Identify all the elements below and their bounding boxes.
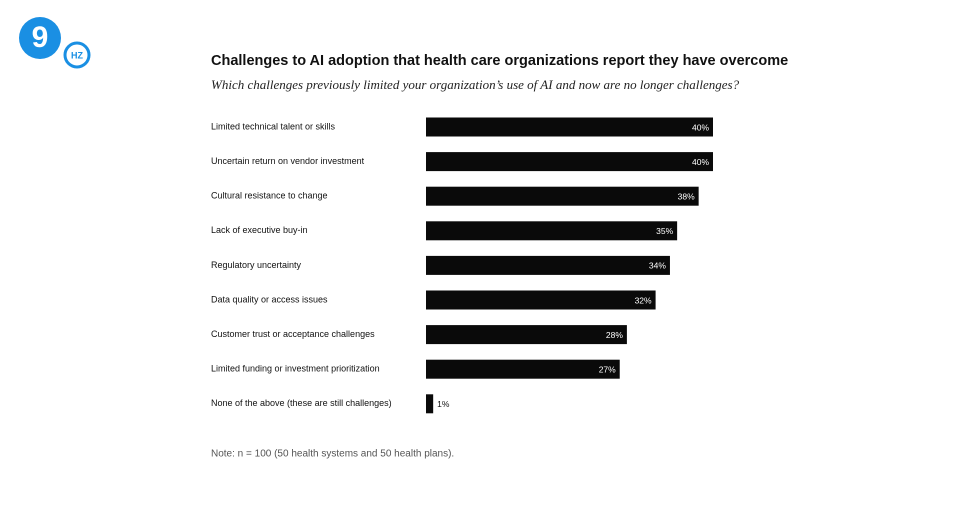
chart-title: Challenges to AI adoption that health ca… xyxy=(211,53,788,69)
logo-badge xyxy=(63,41,91,69)
category-label: Customer trust or acceptance challenges xyxy=(211,329,375,339)
bar xyxy=(426,186,699,206)
chart-subtitle: Which challenges previously limited your… xyxy=(211,77,740,92)
value-label: 27% xyxy=(599,364,616,374)
bar xyxy=(426,325,627,345)
category-label: None of the above (these are still chall… xyxy=(211,398,392,408)
value-label: 28% xyxy=(606,330,623,340)
category-label: Limited technical talent or skills xyxy=(211,121,336,131)
logo: 9 HZ xyxy=(19,17,91,69)
value-label: 35% xyxy=(656,226,673,236)
category-label: Limited funding or investment prioritiza… xyxy=(211,364,380,374)
value-label: 40% xyxy=(692,157,709,167)
logo-circle xyxy=(19,17,61,59)
value-label: 34% xyxy=(649,261,666,271)
category-label: Data quality or access issues xyxy=(211,294,328,304)
bar xyxy=(426,290,656,310)
value-label: 1% xyxy=(437,399,450,409)
bar xyxy=(426,255,670,275)
category-label: Uncertain return on vendor investment xyxy=(211,156,365,166)
category-label: Cultural resistance to change xyxy=(211,191,328,201)
bar xyxy=(426,221,678,241)
logo-text: HZ xyxy=(71,50,83,60)
note: Note: n = 100 (50 health systems and 50 … xyxy=(211,449,454,460)
bar xyxy=(426,117,713,137)
category-label: Regulatory uncertainty xyxy=(211,260,302,270)
logo-mark: 9 xyxy=(32,21,49,54)
category-label: Lack of executive buy-in xyxy=(211,225,308,235)
value-label: 38% xyxy=(678,191,695,201)
bar xyxy=(426,359,620,379)
bar xyxy=(426,394,434,414)
value-label: 40% xyxy=(692,122,709,132)
value-label: 32% xyxy=(635,295,652,305)
bar xyxy=(426,152,713,172)
